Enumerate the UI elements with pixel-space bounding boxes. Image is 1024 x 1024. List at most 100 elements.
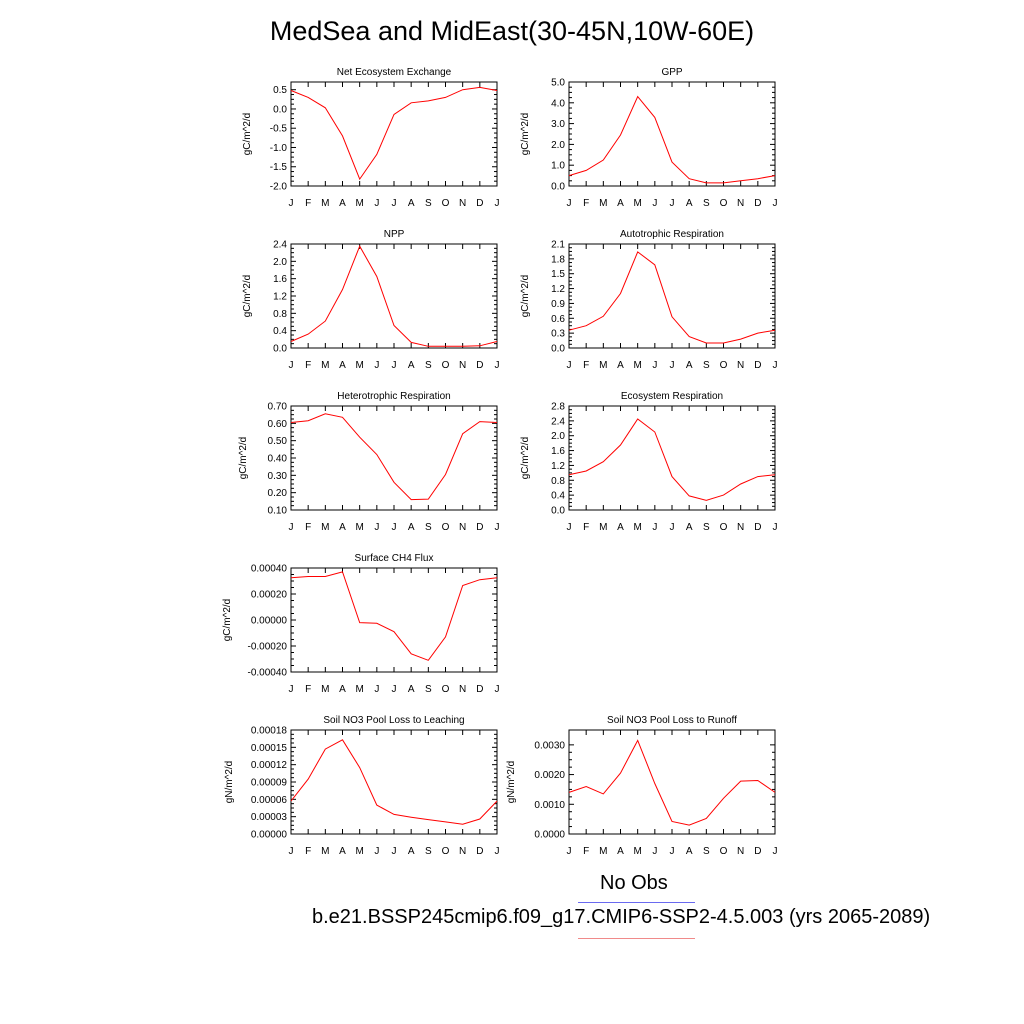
y-axis-label: gC/m^2/d	[222, 599, 233, 642]
series-line	[290, 739, 498, 825]
y-tick-label: 2.1	[551, 240, 565, 251]
x-tick-label: N	[737, 198, 744, 209]
y-axis-label: gC/m^2/d	[238, 437, 249, 480]
plot-frame	[290, 405, 498, 511]
x-tick-label: F	[305, 198, 311, 209]
x-tick-label: J	[374, 684, 379, 695]
panel-title: Autotrophic Respiration	[620, 229, 724, 240]
x-tick-label: M	[599, 522, 607, 533]
x-tick-label: J	[495, 198, 500, 209]
plot-frame	[290, 81, 498, 187]
x-tick-label: J	[495, 360, 500, 371]
y-axis-label: gC/m^2/d	[520, 275, 531, 318]
x-tick-label: J	[670, 198, 675, 209]
x-tick-label: S	[703, 198, 710, 209]
x-tick-label: D	[754, 360, 761, 371]
x-tick-label: J	[567, 198, 572, 209]
x-tick-label: O	[720, 360, 728, 371]
y-tick-label: 1.8	[551, 254, 565, 265]
y-tick-label: 0.00040	[251, 564, 288, 575]
figure-title: MedSea and MidEast(30-45N,10W-60E)	[269, 16, 755, 46]
x-tick-label: S	[425, 360, 432, 371]
y-tick-label: 0.00018	[251, 726, 288, 737]
x-tick-label: N	[459, 522, 466, 533]
x-tick-label: A	[617, 198, 624, 209]
x-tick-label: O	[720, 846, 728, 857]
legend-run-line	[578, 938, 695, 939]
y-tick-label: 2.8	[551, 402, 565, 413]
x-tick-label: M	[321, 684, 329, 695]
x-tick-label: A	[408, 198, 415, 209]
x-tick-label: J	[773, 360, 778, 371]
x-tick-label: J	[567, 360, 572, 371]
x-tick-label: J	[392, 198, 397, 209]
x-tick-label: M	[355, 360, 363, 371]
x-tick-label: A	[617, 360, 624, 371]
y-tick-label: 0.8	[551, 476, 565, 487]
x-tick-label: A	[686, 360, 693, 371]
chart-panel: Heterotrophic Respiration gC/m^2/d 0.70 0.6…	[238, 391, 500, 533]
x-tick-label: M	[321, 846, 329, 857]
x-tick-label: J	[652, 198, 657, 209]
x-tick-label: S	[703, 846, 710, 857]
x-tick-label: N	[737, 846, 744, 857]
y-tick-label: 1.2	[551, 284, 565, 295]
x-tick-label: M	[599, 360, 607, 371]
x-tick-label: D	[754, 198, 761, 209]
y-tick-label: 1.2	[273, 292, 287, 303]
x-tick-label: J	[392, 684, 397, 695]
x-tick-label: M	[355, 846, 363, 857]
y-tick-label: 0.60	[268, 419, 288, 430]
x-tick-label: O	[720, 198, 728, 209]
panel-title: Heterotrophic Respiration	[337, 391, 450, 402]
x-tick-label: J	[495, 846, 500, 857]
y-axis-label: gC/m^2/d	[242, 113, 253, 156]
y-tick-label: 0.6	[551, 314, 565, 325]
chart-panel: Ecosystem Respiration gC/m^2/d 2.8 2.4 2.0 1.…	[520, 391, 778, 533]
x-tick-label: M	[321, 360, 329, 371]
y-tick-label: 0.0	[273, 344, 287, 355]
y-tick-label: -0.00040	[248, 668, 288, 679]
x-tick-label: S	[425, 522, 432, 533]
x-tick-label: J	[289, 360, 294, 371]
y-axis-label: gC/m^2/d	[520, 113, 531, 156]
legend-run-label: b.e21.BSSP245cmip6.f09_g17.CMIP6-SSP2-4.…	[312, 906, 931, 928]
x-tick-label: F	[305, 684, 311, 695]
y-tick-label: 0.0030	[534, 740, 565, 751]
y-tick-label: 0.3	[551, 329, 565, 340]
y-tick-label: 0.10	[268, 506, 288, 517]
panel-title: NPP	[384, 229, 405, 240]
y-axis-label: gN/m^2/d	[224, 761, 235, 804]
x-tick-label: N	[459, 360, 466, 371]
y-tick-label: 1.6	[273, 274, 287, 285]
y-axis-label: gN/m^2/d	[506, 761, 517, 804]
x-tick-label: F	[583, 846, 589, 857]
x-tick-label: J	[652, 846, 657, 857]
y-tick-label: 1.2	[551, 461, 565, 472]
x-tick-label: M	[321, 198, 329, 209]
y-tick-label: 0.00003	[251, 812, 288, 823]
y-tick-label: 0.50	[268, 436, 288, 447]
x-tick-label: J	[374, 198, 379, 209]
x-tick-label: D	[754, 846, 761, 857]
legend-obs-line	[578, 902, 695, 903]
panel-title: Soil NO3 Pool Loss to Leaching	[323, 715, 464, 726]
y-tick-label: 0.5	[273, 85, 287, 96]
y-tick-label: 3.0	[551, 119, 565, 130]
x-tick-label: S	[425, 846, 432, 857]
y-axis-label: gC/m^2/d	[242, 275, 253, 318]
series-line	[290, 245, 498, 347]
x-tick-label: O	[442, 522, 450, 533]
y-tick-label: 0.00015	[251, 743, 288, 754]
panel-title: Ecosystem Respiration	[621, 391, 723, 402]
x-tick-label: A	[339, 360, 346, 371]
x-tick-label: D	[476, 684, 483, 695]
x-tick-label: N	[737, 522, 744, 533]
y-tick-label: 2.0	[551, 140, 565, 151]
x-tick-label: J	[392, 522, 397, 533]
series-line	[568, 251, 776, 344]
y-tick-label: 2.0	[551, 431, 565, 442]
plot-frame	[568, 729, 776, 835]
